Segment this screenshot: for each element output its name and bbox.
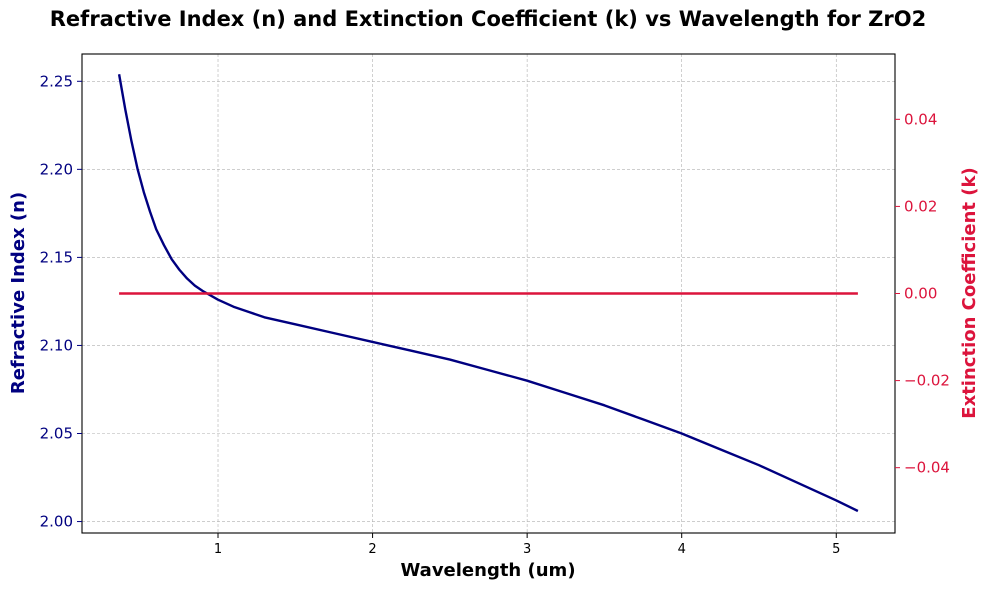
right-axis-ticks: −0.04 −0.02 0.00 0.02 0.04 — [895, 110, 950, 477]
x-tick-label: 3 — [523, 542, 531, 557]
series-line-n — [117, 74, 859, 513]
left-axis-ticks: 2.00 2.05 2.10 2.15 2.20 2.25 — [40, 72, 82, 531]
series-layer — [117, 74, 859, 513]
left-tick-label: 2.00 — [40, 513, 73, 531]
right-tick-label: −0.04 — [904, 459, 950, 477]
x-axis-label: Wavelength (um) — [400, 560, 575, 581]
right-tick-label: −0.02 — [904, 372, 950, 390]
left-tick-label: 2.05 — [40, 425, 73, 443]
left-tick-label: 2.15 — [40, 248, 73, 266]
left-tick-label: 2.10 — [40, 336, 73, 354]
x-tick-label: 2 — [368, 542, 376, 557]
grid-layer — [82, 54, 895, 533]
left-tick-label: 2.25 — [40, 72, 73, 90]
chart-title: Refractive Index (n) and Extinction Coef… — [50, 7, 926, 31]
x-tick-label: 1 — [214, 542, 222, 557]
right-tick-label: 0.02 — [904, 197, 937, 215]
left-tick-label: 2.20 — [40, 160, 73, 178]
right-tick-label: 0.00 — [904, 285, 937, 303]
right-tick-label: 0.04 — [904, 110, 937, 128]
right-axis-label: Extinction Coefficient (k) — [959, 167, 980, 418]
x-axis-ticks: 1 2 3 4 5 — [214, 533, 840, 557]
left-axis-label: Refractive Index (n) — [8, 192, 29, 394]
x-tick-label: 5 — [832, 542, 840, 557]
x-tick-label: 4 — [678, 542, 686, 557]
